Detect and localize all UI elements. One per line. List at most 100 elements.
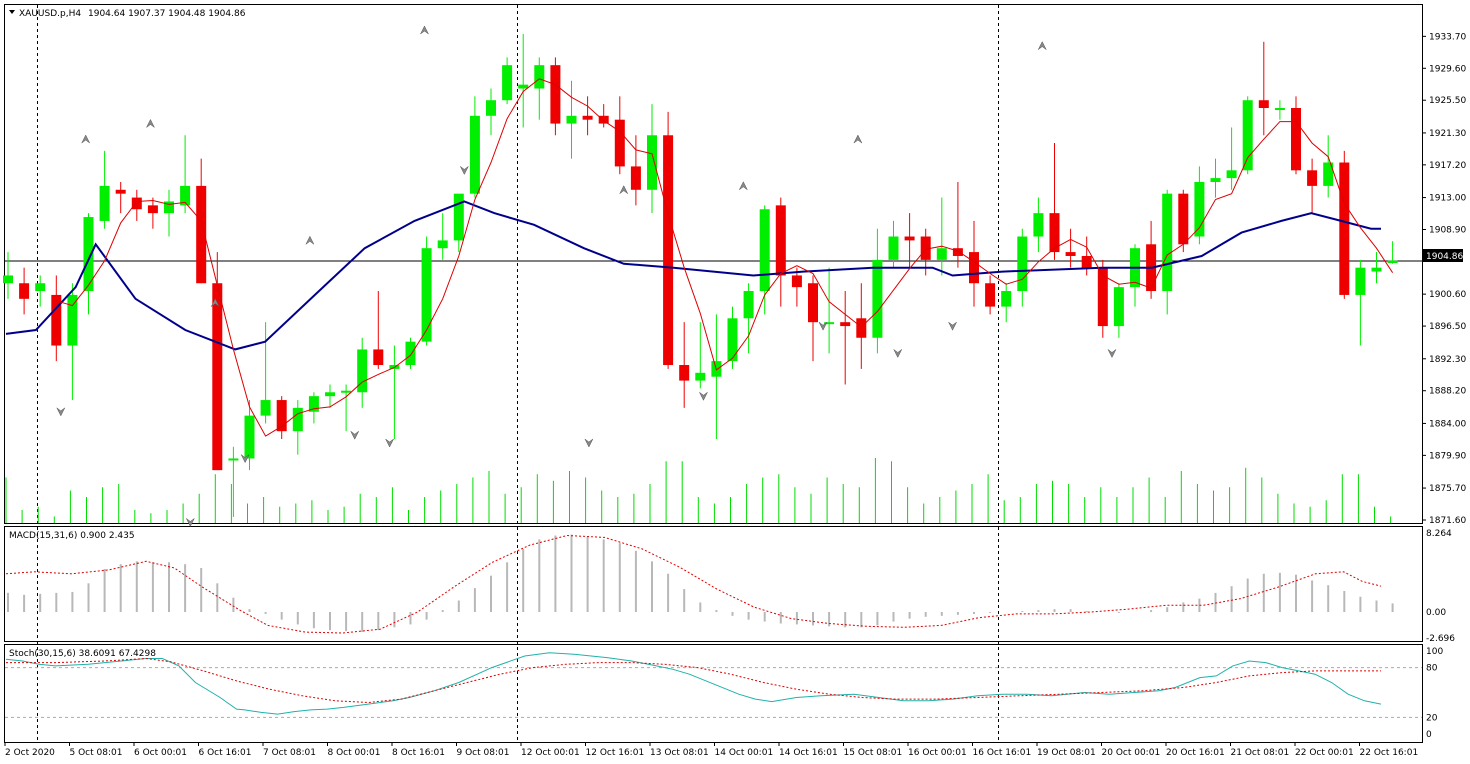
- price-tick-label: 1925.50: [1429, 96, 1466, 106]
- fractal-up-icon: [420, 25, 429, 35]
- macd-tick-label: 0.00: [1426, 608, 1446, 618]
- time-tick-label: 2 Oct 2020: [5, 748, 55, 758]
- fractal-markers: [56, 25, 1117, 528]
- candle-body: [985, 283, 996, 307]
- candle-body: [1307, 170, 1318, 186]
- candle-body: [518, 84, 529, 89]
- candle-body: [1065, 252, 1076, 256]
- candle-body: [1178, 193, 1189, 245]
- fast-moving-average-line: [56, 78, 1394, 437]
- candle-body: [920, 236, 931, 260]
- stoch-pane-frame: [4, 644, 1423, 743]
- slow-moving-average-line: [5, 200, 1381, 351]
- candle-body: [115, 189, 126, 194]
- time-tick-label: 20 Oct 00:01: [1102, 748, 1161, 758]
- macd-tick-label: -2.696: [1426, 634, 1455, 644]
- candle-body: [904, 236, 915, 241]
- ohlc-label: 1904.64 1907.37 1904.48 1904.86: [88, 9, 246, 19]
- price-tick-label: 1888.20: [1429, 387, 1466, 397]
- candle-body: [1194, 181, 1205, 237]
- candle-body: [341, 390, 352, 393]
- fractal-up-icon: [853, 134, 863, 144]
- moving-averages: [5, 78, 1394, 437]
- price-tick-label: 1879.90: [1429, 451, 1466, 461]
- candle-body: [35, 283, 46, 292]
- candle-body: [1113, 287, 1124, 327]
- candle-body: [969, 252, 979, 284]
- time-tick-label: 8 Oct 16:01: [392, 748, 445, 758]
- candle-body: [164, 201, 174, 214]
- price-axis: 1933.70 1929.60 1925.50 1921.30 1917.20 1913.…: [1422, 32, 1466, 526]
- candle-body: [1001, 291, 1012, 307]
- candle-body: [1355, 267, 1366, 295]
- candle-body: [1081, 255, 1092, 268]
- time-tick-label: 20 Oct 16:01: [1166, 748, 1225, 758]
- candle-body: [759, 209, 770, 292]
- candle-body: [840, 322, 851, 327]
- candle-body: [1097, 267, 1108, 327]
- candle-body: [936, 248, 947, 260]
- candle-body: [486, 100, 496, 116]
- candle-body: [147, 205, 158, 214]
- time-tick-label: 14 Oct 16:01: [779, 748, 838, 758]
- collapse-arrow-icon[interactable]: [9, 10, 15, 14]
- candle-body: [1033, 213, 1044, 237]
- fractal-down-icon: [460, 166, 469, 175]
- macd-tick-label: 8.264: [1426, 529, 1452, 539]
- stoch-signal-line: [6, 657, 1381, 704]
- candle-body: [727, 318, 738, 362]
- price-tick-label: 1875.70: [1429, 484, 1466, 494]
- time-tick-label: 15 Oct 08:01: [844, 748, 903, 758]
- candle-body: [83, 217, 94, 292]
- candle-body: [1049, 213, 1060, 253]
- candle-body: [3, 275, 13, 284]
- candle-body: [743, 291, 754, 319]
- time-tick-label: 16 Oct 16:01: [973, 748, 1032, 758]
- price-tick-label: 1900.60: [1429, 290, 1466, 300]
- price-tick-label: 1908.90: [1429, 226, 1466, 236]
- time-tick-label: 5 Oct 08:01: [70, 748, 123, 758]
- main-pane-frame: [4, 4, 1423, 524]
- candle-body: [228, 458, 239, 461]
- candle-body: [1274, 108, 1285, 111]
- volume-bars: [5, 458, 1392, 523]
- fractal-up-icon: [739, 181, 748, 190]
- price-tick-label: 1921.30: [1429, 129, 1466, 139]
- candlesticks: [3, 34, 1398, 517]
- candle-body: [325, 392, 335, 397]
- candle-body: [1162, 193, 1173, 292]
- candle-body: [131, 197, 142, 210]
- candle-body: [502, 65, 513, 101]
- time-axis: 2 Oct 2020 5 Oct 08:01 6 Oct 00:01 6 Oct 16…: [4, 742, 1418, 758]
- candle-body: [212, 283, 223, 471]
- candle-body: [808, 283, 818, 323]
- time-tick-label: 14 Oct 00:01: [715, 748, 774, 758]
- candle-body: [196, 185, 207, 284]
- time-tick-label: 7 Oct 08:01: [263, 748, 316, 758]
- time-tick-label: 12 Oct 16:01: [586, 748, 645, 758]
- candle-body: [244, 415, 255, 459]
- candle-body: [550, 65, 561, 124]
- candle-body: [1291, 108, 1301, 171]
- candle-body: [67, 294, 78, 346]
- candle-body: [888, 236, 899, 260]
- candle-body: [663, 135, 674, 366]
- current-price-label: 1904.86: [1426, 252, 1463, 262]
- candle-body: [679, 365, 690, 381]
- period-separators: [5, 5, 1422, 742]
- candle-body: [405, 341, 416, 366]
- candle-body: [630, 166, 641, 190]
- price-tick-label: 1892.30: [1429, 355, 1466, 365]
- fractal-down-icon: [699, 392, 708, 401]
- candle-body: [566, 115, 577, 124]
- candle-body: [180, 185, 191, 206]
- fractal-down-icon: [818, 321, 828, 331]
- time-tick-label: 12 Oct 00:01: [521, 748, 580, 758]
- candle-body: [775, 205, 786, 276]
- candle-body: [453, 193, 464, 241]
- stoch-label: Stoch(30,15,6) 38.6091 67.4298: [9, 649, 156, 659]
- candle-body: [276, 400, 287, 432]
- fractal-up-icon: [146, 118, 155, 128]
- candle-body: [308, 396, 319, 412]
